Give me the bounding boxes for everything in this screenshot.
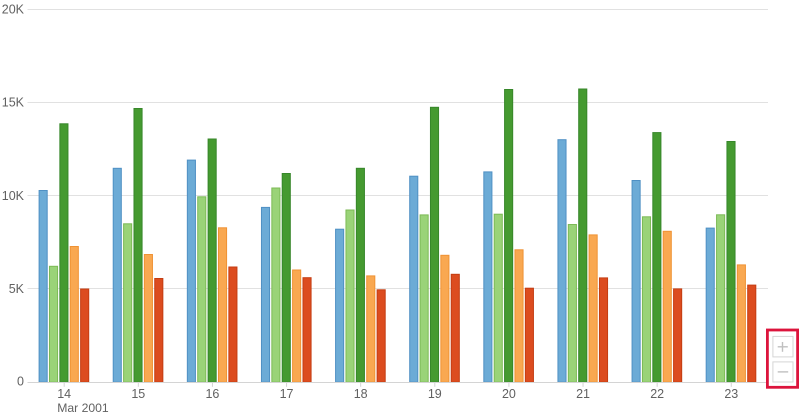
svg-text:10K: 10K (2, 189, 25, 203)
svg-text:15: 15 (131, 387, 145, 401)
svg-text:20: 20 (502, 387, 516, 401)
svg-text:23: 23 (724, 387, 738, 401)
svg-text:5K: 5K (9, 282, 25, 296)
svg-text:20K: 20K (2, 2, 25, 16)
svg-text:19: 19 (428, 387, 442, 401)
svg-text:17: 17 (280, 387, 294, 401)
svg-text:16: 16 (205, 387, 219, 401)
svg-text:0: 0 (17, 375, 24, 389)
svg-text:14: 14 (57, 387, 71, 401)
svg-text:21: 21 (576, 387, 590, 401)
svg-text:Mar 2001: Mar 2001 (57, 401, 109, 415)
svg-text:18: 18 (354, 387, 368, 401)
svg-text:15K: 15K (2, 96, 25, 110)
svg-text:22: 22 (650, 387, 664, 401)
